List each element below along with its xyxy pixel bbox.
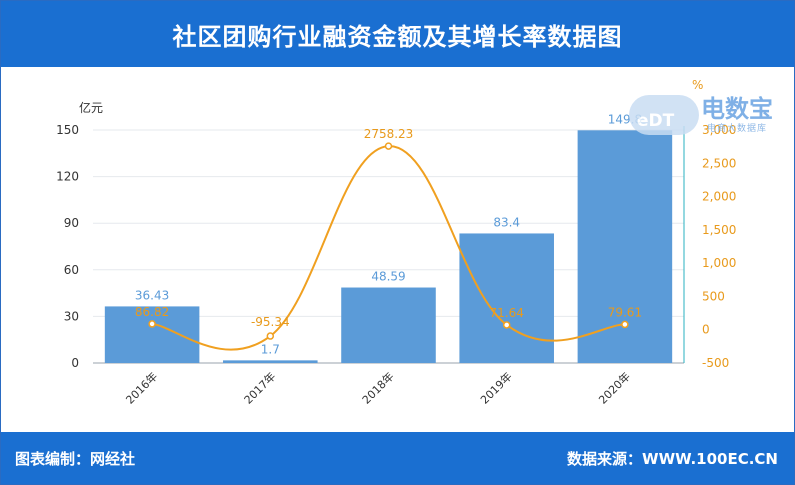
right-tick-label: 0 — [702, 323, 710, 337]
watermark-subtitle: 电商大数据库 — [707, 124, 768, 134]
line-point — [148, 320, 156, 328]
left-tick-label: 30 — [64, 309, 79, 323]
left-tick-label: 0 — [71, 356, 79, 370]
line-value-label: 71.64 — [490, 306, 524, 320]
bar — [223, 360, 318, 363]
footer-credit: 图表编制：网经社 — [15, 450, 136, 468]
left-axis-unit: 亿元 — [79, 100, 103, 115]
footer-banner: 图表编制：网经社 数据来源：WWW.100EC.CN — [1, 432, 794, 484]
title-banner: 社区团购行业融资金额及其增长率数据图 — [1, 1, 794, 67]
bar — [341, 287, 436, 363]
left-tick-label: 150 — [56, 123, 79, 137]
right-tick-label: 2,000 — [702, 190, 736, 204]
right-axis-unit: % — [692, 78, 703, 92]
footer-source: 数据来源：WWW.100EC.CN — [567, 450, 778, 468]
category-label: 2019年 — [477, 369, 514, 406]
category-label: 2020年 — [596, 369, 633, 406]
category-label: 2018年 — [359, 369, 396, 406]
right-tick-label: -500 — [702, 356, 729, 370]
left-tick-label: 60 — [64, 263, 79, 277]
category-label: 2017年 — [241, 369, 278, 406]
line-value-label: 2758.23 — [364, 127, 414, 141]
cloud-icon: eDT — [629, 95, 699, 135]
line-value-label: 86.82 — [135, 305, 169, 319]
right-tick-label: 1,000 — [702, 256, 736, 270]
bar-value-label: 83.4 — [493, 215, 520, 229]
line-point — [502, 321, 511, 329]
category-label: 2016年 — [123, 369, 160, 406]
left-tick-label: 90 — [64, 216, 79, 230]
bar-value-label: 48.59 — [371, 270, 405, 284]
right-tick-label: 2,500 — [702, 156, 736, 170]
line-point — [384, 142, 393, 150]
right-tick-label: 500 — [702, 289, 725, 303]
line-value-label: 79.61 — [608, 305, 642, 319]
line-point — [621, 320, 629, 329]
left-tick-label: 120 — [56, 170, 79, 184]
bar — [104, 306, 200, 363]
bar-value-label: 1.7 — [261, 342, 280, 356]
watermark-logo: eDT 电数宝 电商大数据库 — [629, 89, 789, 145]
watermark-brand: 电数宝 — [701, 95, 773, 123]
line-value-label: -95.34 — [251, 315, 290, 329]
chart-title: 社区团购行业融资金额及其增长率数据图 — [172, 22, 623, 51]
right-tick-label: 1,500 — [702, 223, 736, 237]
bar-value-label: 36.43 — [135, 288, 169, 302]
line-point — [266, 332, 275, 340]
right-tick-label: 3,000 — [702, 123, 736, 137]
bar — [459, 233, 554, 363]
